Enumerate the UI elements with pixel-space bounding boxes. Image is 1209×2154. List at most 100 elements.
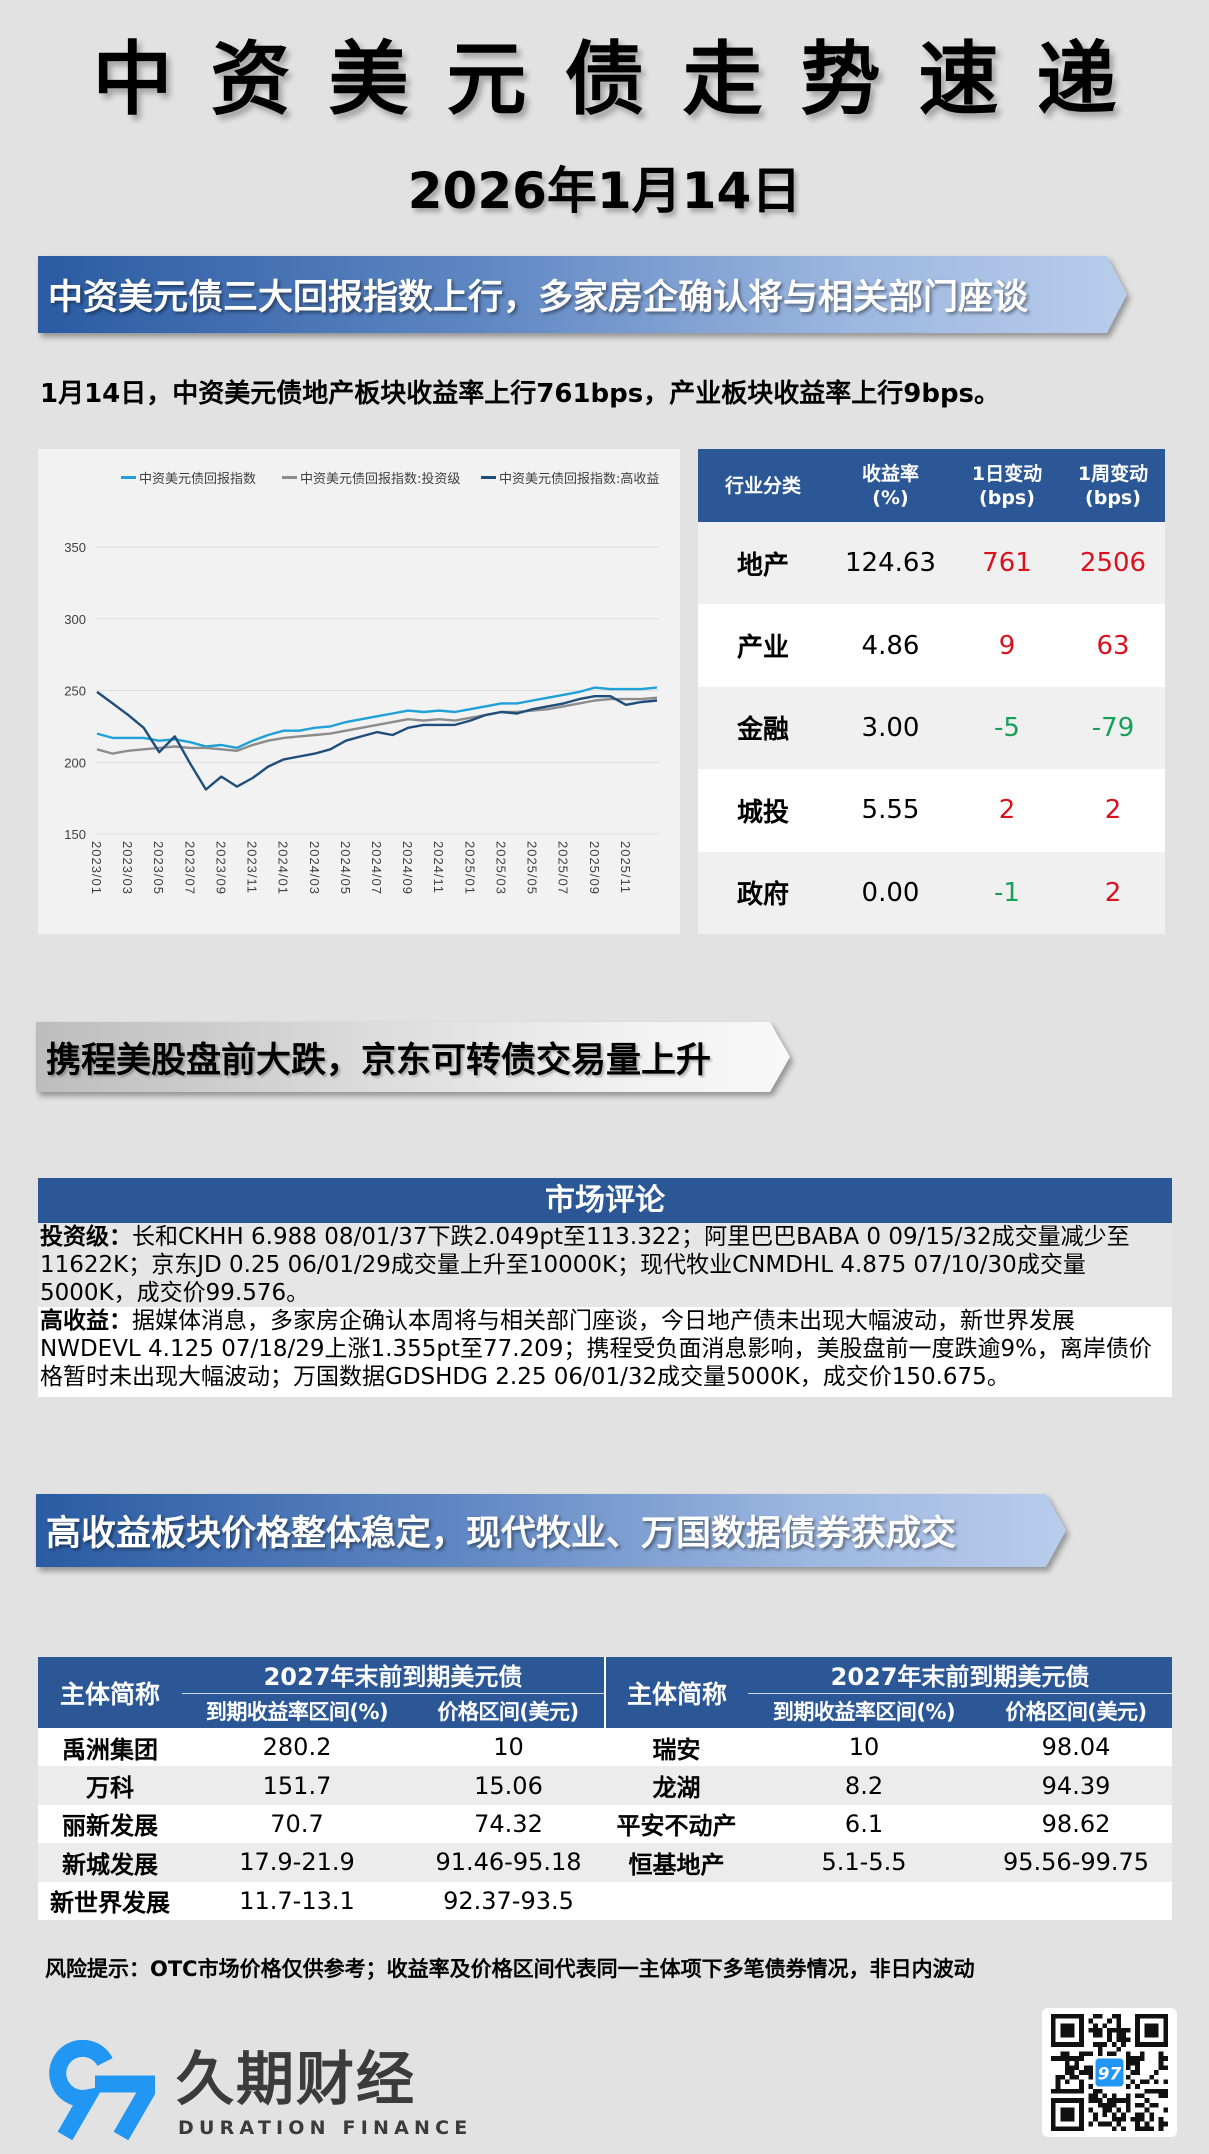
table-header: 行业分类 收益率 (%) 1日变动 (bps) 1周变动 (bps) bbox=[698, 449, 1165, 522]
series-line bbox=[96, 690, 658, 791]
legend-swatch-icon bbox=[481, 476, 496, 479]
price-range: 98.62 bbox=[980, 1804, 1173, 1844]
issuer-name: 禹洲集团 bbox=[38, 1728, 182, 1767]
brand-name-en: DURATION FINANCE bbox=[178, 2117, 473, 2139]
sector-name: 城投 bbox=[736, 797, 789, 828]
commentary-high-yield: 高收益：据媒体消息，多家房企确认本周将与相关部门座谈，今日地产债未出现大幅波动，… bbox=[38, 1307, 1172, 1397]
line-chart-svg: 150 200 250 300 350 2023/01 2023/03 2023/05 2023… bbox=[64, 540, 659, 895]
section-banner-3: 高收益板块价格整体稳定，现代牧业、万国数据债券获成交 bbox=[36, 1494, 1066, 1567]
issuer-name: 平安不动产 bbox=[605, 1804, 749, 1844]
x-tick-label: 2024/03 bbox=[307, 841, 322, 895]
header-yield-range: 到期收益率区间(%) bbox=[748, 1693, 981, 1728]
y-tick-label: 300 bbox=[64, 612, 86, 627]
sector-yield: 5.55 bbox=[861, 795, 920, 826]
price-range: 94.39 bbox=[980, 1766, 1173, 1805]
x-tick-label: 2024/09 bbox=[400, 841, 415, 895]
header-maturity-group: 2027年末前到期美元债 bbox=[182, 1657, 606, 1694]
x-tick-label: 2024/05 bbox=[338, 841, 353, 895]
commentary-label: 高收益： bbox=[40, 1308, 132, 1334]
x-tick-label: 2023/01 bbox=[89, 841, 104, 895]
qr-center-logo-text: 97 bbox=[1098, 2064, 1122, 2084]
sector-1d-change: -5 bbox=[994, 712, 1020, 743]
header-unit: (%) bbox=[872, 486, 909, 509]
header-1w-change: 1周变动 (bps) bbox=[1061, 449, 1165, 522]
header-yield-range: 到期收益率区间(%) bbox=[182, 1693, 412, 1728]
yield-range: 6.1 bbox=[748, 1804, 981, 1844]
header-1d-change: 1日变动 (bps) bbox=[953, 449, 1061, 522]
yield-range: 11.7-13.1 bbox=[182, 1881, 412, 1920]
sector-yield: 124.63 bbox=[845, 548, 936, 579]
legend-item: 中资美元债回报指数 bbox=[121, 468, 256, 487]
report-date: 2026年1月14日 bbox=[407, 162, 802, 220]
sector-yield-table: 行业分类 收益率 (%) 1日变动 (bps) 1周变动 (bps) 地产 12… bbox=[698, 449, 1165, 934]
sector-1d-change: -1 bbox=[994, 877, 1020, 908]
commentary-label: 投资级： bbox=[40, 1224, 132, 1250]
sector-1d-change: 761 bbox=[982, 548, 1032, 579]
legend-item: 中资美元债回报指数:投资级 bbox=[282, 468, 460, 487]
issuer-name: 龙湖 bbox=[605, 1766, 749, 1805]
header-label: 行业分类 bbox=[724, 474, 801, 497]
sector-yield: 4.86 bbox=[861, 630, 920, 661]
price-range: 91.46-95.18 bbox=[412, 1843, 606, 1882]
table-row: 万科 151.7 15.06 龙湖 8.2 94.39 bbox=[38, 1766, 1173, 1805]
sector-1w-change: 63 bbox=[1096, 630, 1130, 661]
sector-1w-change: 2506 bbox=[1079, 548, 1147, 579]
x-tick-label: 2023/07 bbox=[182, 841, 197, 895]
return-index-chart: 150 200 250 300 350 2023/01 2023/03 2023/05 2023… bbox=[38, 449, 680, 934]
sector-1d-change: 9 bbox=[998, 630, 1016, 661]
qr-center-logo-icon bbox=[1095, 2058, 1124, 2087]
issuer-name: 新城发展 bbox=[38, 1843, 182, 1882]
daily-summary: 1月14日，中资美元债地产板块收益率上行761bps，产业板块收益率上行9bps… bbox=[40, 379, 1001, 409]
commentary-title: 市场评论 bbox=[38, 1178, 1172, 1223]
x-tick-label: 2025/07 bbox=[556, 841, 571, 895]
table-row: 政府 0.00 -1 2 bbox=[698, 851, 1165, 934]
table-row: 金融 3.00 -5 -79 bbox=[698, 686, 1165, 770]
header-issuer: 主体简称 bbox=[604, 1657, 749, 1728]
yield-range bbox=[748, 1881, 981, 1920]
commentary-text: 长和CKHH 6.988 08/01/37下跌2.049pt至113.322；阿… bbox=[40, 1224, 1130, 1306]
issuer-name: 瑞安 bbox=[605, 1728, 749, 1767]
price-range: 15.06 bbox=[412, 1766, 606, 1805]
header-issuer: 主体简称 bbox=[38, 1657, 182, 1728]
issuer-name: 新世界发展 bbox=[38, 1881, 182, 1920]
header-maturity-group: 2027年末前到期美元债 bbox=[748, 1657, 1173, 1694]
commentary-investment-grade: 投资级：长和CKHH 6.988 08/01/37下跌2.049pt至113.3… bbox=[38, 1223, 1172, 1307]
yield-range: 10 bbox=[748, 1728, 981, 1767]
legend-item: 中资美元债回报指数:高收益 bbox=[481, 468, 659, 487]
commentary-text: 据媒体消息，多家房企确认本周将与相关部门座谈，今日地产债未出现大幅波动，新世界发… bbox=[40, 1308, 1152, 1390]
sector-name: 产业 bbox=[736, 633, 789, 664]
legend-label: 中资美元债回报指数:高收益 bbox=[499, 472, 660, 487]
sector-name: 金融 bbox=[736, 715, 789, 746]
header-label: 收益率 bbox=[861, 462, 919, 485]
sector-name: 政府 bbox=[736, 880, 789, 911]
header-sector: 行业分类 bbox=[698, 449, 828, 522]
table-row: 禹洲集团 280.2 10 瑞安 10 98.04 bbox=[38, 1728, 1173, 1767]
y-tick-label: 200 bbox=[64, 755, 86, 770]
price-range: 74.32 bbox=[412, 1804, 606, 1844]
issuer-name bbox=[605, 1881, 749, 1920]
table-row: 新城发展 17.9-21.9 91.46-95.18 恒基地产 5.1-5.5 … bbox=[38, 1843, 1173, 1882]
table-row: 城投 5.55 2 2 bbox=[698, 769, 1165, 852]
table-row: 产业 4.86 9 63 bbox=[698, 604, 1165, 687]
legend-swatch-icon bbox=[121, 476, 136, 479]
yield-range: 70.7 bbox=[182, 1804, 412, 1844]
section-banner-1-text: 中资美元债三大回报指数上行，多家房企确认将与相关部门座谈 bbox=[38, 256, 1127, 333]
brand-name-cn: 久期财经 bbox=[176, 2045, 417, 2113]
x-tick-label: 2023/03 bbox=[120, 841, 135, 895]
legend-label: 中资美元债回报指数 bbox=[139, 472, 257, 487]
x-tick-label: 2025/01 bbox=[462, 841, 477, 895]
x-tick-label: 2025/05 bbox=[525, 841, 540, 895]
market-commentary: 市场评论 投资级：长和CKHH 6.988 08/01/37下跌2.049pt至… bbox=[38, 1178, 1172, 1397]
issuer-name: 万科 bbox=[38, 1766, 182, 1805]
page-title: 中资美元债走势速递 bbox=[92, 33, 1155, 126]
sector-1w-change: 2 bbox=[1104, 795, 1122, 826]
table-subheader-row: 到期收益率区间(%) 价格区间(美元) 到期收益率区间(%) 价格区间(美元) bbox=[38, 1693, 1173, 1728]
series-line bbox=[96, 686, 658, 750]
y-tick-label: 150 bbox=[64, 827, 86, 842]
risk-disclaimer: 风险提示：OTC市场价格仅供参考；收益率及价格区间代表同一主体项下多笔债券情况，… bbox=[45, 1957, 975, 1981]
price-range: 92.37-93.5 bbox=[412, 1881, 606, 1920]
qr-code-pattern: 97 bbox=[1051, 2014, 1168, 2131]
legend-swatch-icon bbox=[282, 476, 297, 479]
x-tick-label: 2024/07 bbox=[369, 841, 384, 895]
